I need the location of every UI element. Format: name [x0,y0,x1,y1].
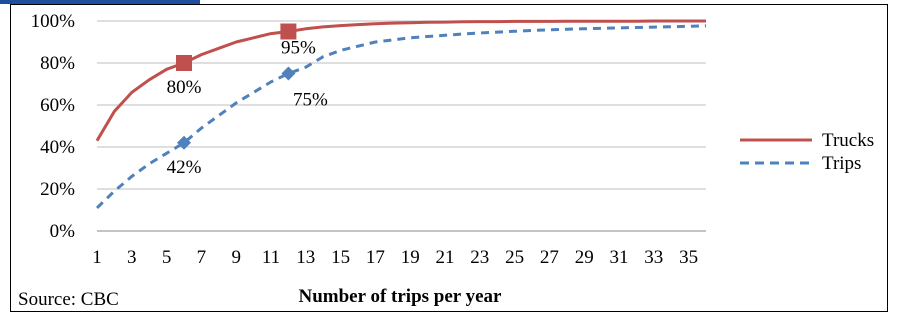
x-axis-title: Number of trips per year [299,286,503,307]
x-tick-label: 25 [505,247,524,268]
x-tick-label: 31 [610,247,629,268]
data-label: 75% [293,90,328,111]
x-tick-label: 23 [470,247,489,268]
marker-diamond [177,135,191,150]
data-markers [176,23,297,150]
y-tick-label: 20% [40,179,75,200]
source-note: Source: CBC [18,289,119,310]
data-label: 80% [167,77,202,98]
y-tick-label: 60% [40,95,75,116]
x-tick-label: 1 [92,247,102,268]
x-tick-label: 27 [540,247,559,268]
marker-diamond [281,66,296,81]
x-tick-label: 9 [231,247,241,268]
legend-label-trucks: Trucks [822,130,874,151]
x-tick-label: 5 [162,247,172,268]
marker-square [280,23,297,40]
x-tick-label: 33 [644,247,663,268]
x-tick-label: 13 [296,247,315,268]
data-label: 95% [281,38,316,59]
x-tick-label: 19 [401,247,420,268]
y-tick-label: 0% [50,221,76,242]
x-tick-label: 21 [436,247,455,268]
x-tick-labels: 1 3 5 7 9 11 13 15 17 19 21 23 25 27 29 31 33 35 [92,247,698,268]
header-accent-strip [0,0,200,4]
x-tick-label: 3 [127,247,137,268]
series-line-trucks [95,19,706,142]
y-tick-label: 40% [40,137,75,158]
x-tick-label: 35 [679,247,698,268]
series-lines [95,19,707,209]
y-tick-label: 100% [31,11,76,32]
x-tick-label: 17 [366,247,385,268]
marker-square [176,55,192,71]
series-line-trips [95,24,707,209]
y-tick-labels: 0% 20% 40% 60% 80% 100% [31,11,76,242]
x-tick-label: 15 [331,247,350,268]
y-tick-label: 80% [40,53,75,74]
data-label: 42% [167,157,202,178]
data-labels: 80% 95% 42% 75% [167,38,328,178]
x-tick-label: 11 [262,247,280,268]
grid-lines [97,20,706,190]
legend-label-trips: Trips [822,153,861,174]
x-tick-label: 29 [575,247,594,268]
x-tick-label: 7 [197,247,207,268]
